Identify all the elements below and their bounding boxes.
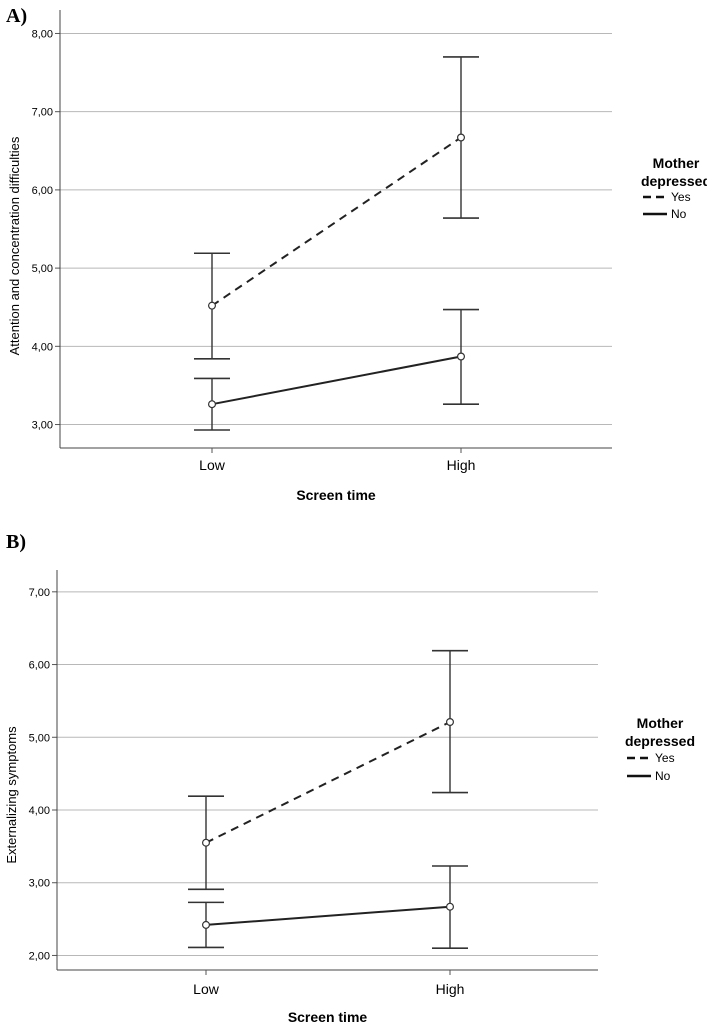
data-point-no-high xyxy=(446,902,455,911)
panel-label: A) xyxy=(6,5,27,27)
y-tick-label: 8,00 xyxy=(32,28,53,40)
data-point-no-low xyxy=(208,400,217,409)
y-tick-label: 5,00 xyxy=(32,263,53,275)
y-tick-label: 7,00 xyxy=(29,587,50,599)
legend-label-no: No xyxy=(655,769,671,783)
y-tick-label: 3,00 xyxy=(29,878,50,890)
y-tick-label: 6,00 xyxy=(29,660,50,672)
legend-label-yes: Yes xyxy=(671,190,691,204)
y-axis-title: Externalizing symptoms xyxy=(4,726,19,864)
x-tick-label-low: Low xyxy=(193,981,220,997)
data-point-yes-high xyxy=(457,133,466,142)
legend-label-no: No xyxy=(671,207,687,221)
x-axis-title: Screen time xyxy=(296,487,376,503)
chart-panel-a: A) 3,00 4,00 5,00 6,00 7,00 8,00 Low High Screen … xyxy=(6,5,707,503)
y-tick-label: 6,00 xyxy=(32,185,53,197)
data-point-yes-high xyxy=(446,717,455,726)
data-point-yes-low xyxy=(208,301,217,310)
series-line-yes xyxy=(205,721,451,844)
x-tick-label-high: High xyxy=(436,981,465,997)
legend-title: Mother xyxy=(637,715,684,731)
x-tick-label-low: Low xyxy=(199,457,226,473)
legend-title: depressed xyxy=(625,733,695,749)
panel-label: B) xyxy=(6,531,26,553)
y-tick-label: 5,00 xyxy=(29,732,50,744)
y-tick-label: 4,00 xyxy=(29,805,50,817)
data-point-no-high xyxy=(457,352,466,361)
series-line-no xyxy=(211,355,462,406)
y-tick-label: 3,00 xyxy=(32,420,53,432)
chart-panel-b: B) 2,00 3,00 4,00 5,00 6,00 7,00 Low High Screen … xyxy=(4,531,695,1024)
series-line-yes xyxy=(211,136,462,307)
y-tick-label: 2,00 xyxy=(29,950,50,962)
x-tick-label-high: High xyxy=(447,457,476,473)
y-axis-title: Attention and concentration difficulties xyxy=(7,136,22,355)
series-line-no xyxy=(205,905,451,926)
x-axis-title: Screen time xyxy=(288,1009,368,1024)
legend-title: depressed xyxy=(641,173,707,189)
legend-label-yes: Yes xyxy=(655,751,675,765)
y-tick-label: 7,00 xyxy=(32,107,53,119)
data-point-no-low xyxy=(202,920,211,929)
legend-title: Mother xyxy=(653,155,700,171)
y-tick-label: 4,00 xyxy=(32,341,53,353)
data-point-yes-low xyxy=(202,838,211,847)
